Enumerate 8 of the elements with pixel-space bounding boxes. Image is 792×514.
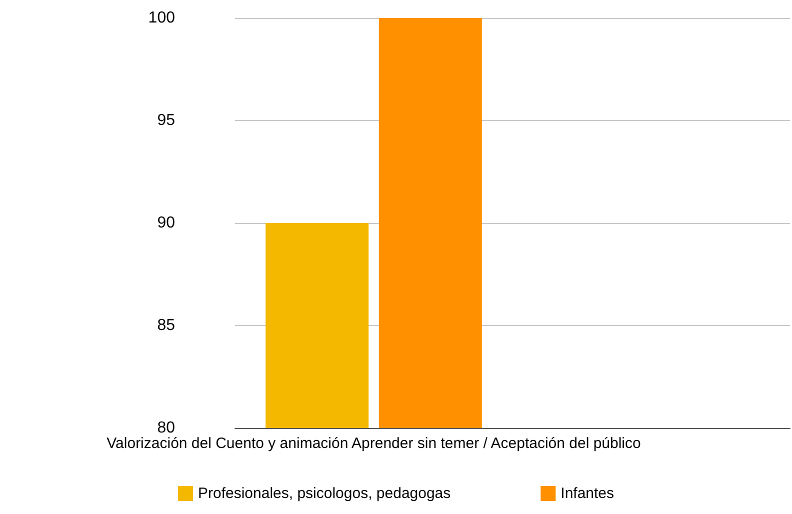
legend-label: Profesionales, psicologos, pedagogas [198,485,451,502]
y-tick-label: 85 [157,317,176,334]
y-tick-label: 80 [157,420,176,436]
y-tick-label: 100 [148,10,176,26]
legend-label: Infantes [560,485,614,502]
y-tick-label: 90 [157,214,176,232]
y-tick-label: 95 [157,112,176,129]
x-tick-label: Valorización del Cuento y animación Aprender sin temer / Aceptación del público [106,435,641,452]
